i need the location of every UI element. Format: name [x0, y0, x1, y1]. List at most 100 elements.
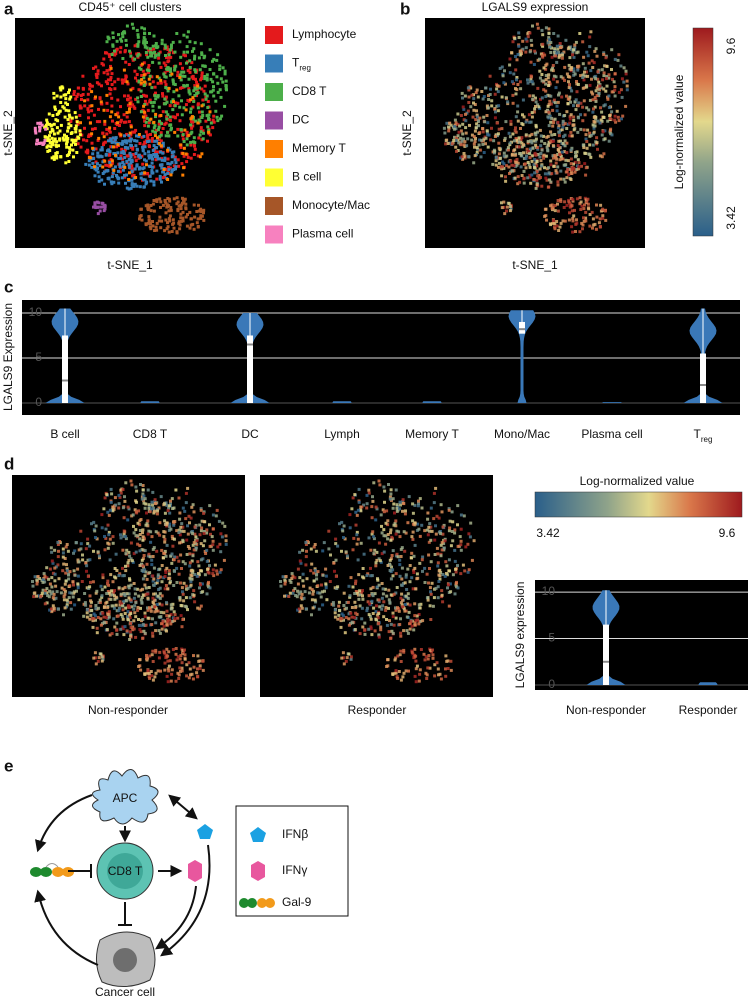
- tsne-point: [96, 81, 99, 84]
- tsne-point: [166, 544, 169, 547]
- tsne-point: [34, 127, 37, 130]
- tsne-point: [602, 74, 605, 77]
- tsne-point: [187, 134, 190, 137]
- tsne-point: [573, 209, 576, 212]
- tsne-point: [124, 140, 127, 143]
- tsne-point: [392, 497, 395, 500]
- tsne-point: [543, 142, 546, 145]
- tsne-point: [504, 137, 507, 140]
- tsne-point: [467, 571, 470, 574]
- tsne-point: [149, 175, 152, 178]
- tsne-point: [399, 632, 402, 635]
- tsne-point: [584, 152, 587, 155]
- tsne-point: [119, 533, 122, 536]
- tsne-point: [528, 32, 531, 35]
- tsne-point: [104, 586, 107, 589]
- tsne-point: [168, 231, 171, 234]
- tsne-point: [165, 211, 168, 214]
- tsne-point: [405, 588, 408, 591]
- tsne-point: [430, 560, 433, 563]
- tsne-point: [161, 42, 164, 45]
- tsne-point: [545, 208, 548, 211]
- tsne-point: [90, 609, 93, 612]
- tsne-point: [171, 545, 174, 548]
- tsne-point: [433, 674, 436, 677]
- tsne-point: [418, 673, 421, 676]
- tsne-point: [69, 601, 72, 604]
- tsne-point: [531, 98, 534, 101]
- tsne-point: [417, 500, 420, 503]
- tsne-point: [159, 175, 162, 178]
- tsne-point: [189, 71, 192, 74]
- tsne-point: [137, 100, 140, 103]
- tsne-point: [509, 160, 512, 163]
- tsne-point: [351, 621, 354, 624]
- tsne-point: [143, 673, 146, 676]
- tsne-point: [72, 155, 75, 158]
- tsne-point: [151, 535, 154, 538]
- tsne-point: [101, 612, 104, 615]
- tsne-point: [503, 152, 506, 155]
- tsne-point: [199, 667, 202, 670]
- tsne-point: [64, 583, 67, 586]
- tsne-point: [225, 539, 228, 542]
- tsne-point: [199, 533, 202, 536]
- tsne-point: [168, 198, 171, 201]
- tsne-point: [169, 659, 172, 662]
- tsne-point: [146, 134, 149, 137]
- tsne-point: [572, 214, 575, 217]
- tsne-point: [518, 136, 521, 139]
- tsne-point: [399, 653, 402, 656]
- tsne-point: [79, 121, 82, 124]
- tsne-point: [46, 121, 49, 124]
- tsne-point: [181, 174, 184, 177]
- tsne-point: [553, 222, 556, 225]
- tsne-point: [188, 59, 191, 62]
- tsne-point: [153, 101, 156, 104]
- tsne-point: [192, 100, 195, 103]
- tsne-point: [577, 101, 580, 104]
- tsne-point: [514, 126, 517, 129]
- tsne-point: [99, 164, 102, 167]
- tsne-point: [480, 90, 483, 93]
- tsne-point: [149, 510, 152, 513]
- tsne-point: [186, 524, 189, 527]
- tsne-point: [558, 124, 561, 127]
- tsne-point: [206, 106, 209, 109]
- tsne-point: [589, 99, 592, 102]
- tsne-point: [178, 106, 181, 109]
- tsne-point: [349, 526, 352, 529]
- tsne-point: [175, 161, 178, 164]
- tsne-point: [152, 660, 155, 663]
- tsne-point: [463, 144, 466, 147]
- tsne-point: [599, 106, 602, 109]
- tsne-point: [106, 628, 109, 631]
- tsne-point: [212, 115, 215, 118]
- tsne-point: [472, 109, 475, 112]
- tsne-point: [366, 502, 369, 505]
- tsne-point: [371, 593, 374, 596]
- tsne-point: [427, 533, 430, 536]
- tsne-point: [71, 117, 74, 120]
- tsne-point: [109, 558, 112, 561]
- tsne-point: [144, 38, 147, 41]
- tsne-point: [621, 77, 624, 80]
- tsne-point: [414, 675, 417, 678]
- tsne-point: [161, 95, 164, 98]
- tsne-point: [588, 62, 591, 65]
- tsne-point: [168, 504, 171, 507]
- tsne-point: [62, 613, 65, 616]
- tsne-point: [128, 63, 131, 66]
- tsne-point: [285, 575, 288, 578]
- tsne-point: [117, 33, 120, 36]
- tsne-point: [219, 88, 222, 91]
- tsne-point: [200, 42, 203, 45]
- tsne-point: [544, 177, 547, 180]
- tsne-point: [142, 593, 145, 596]
- tsne-point: [493, 108, 496, 111]
- node-label: APC: [113, 791, 138, 805]
- tsne-point: [402, 649, 405, 652]
- tsne-point: [347, 617, 350, 620]
- tsne-point: [164, 219, 167, 222]
- tsne-point: [528, 152, 531, 155]
